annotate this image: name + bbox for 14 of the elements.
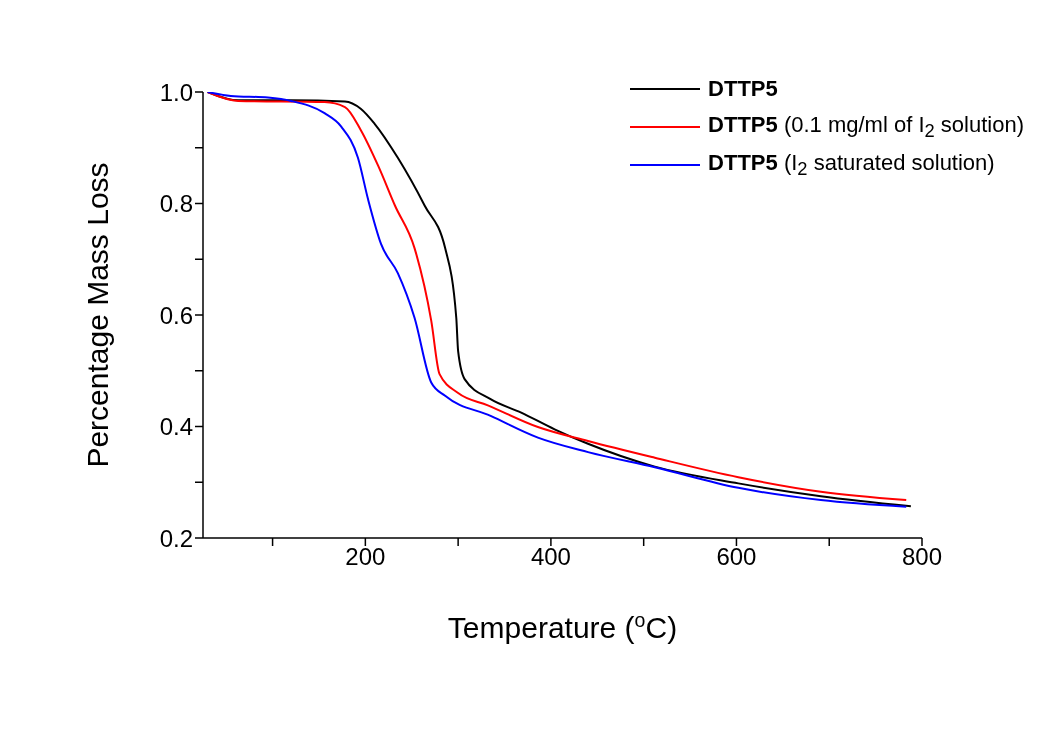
y-tick-label: 0.2 <box>159 524 193 552</box>
x-tick-label: 400 <box>530 543 571 571</box>
legend-label: DTTP5 (I$_{2}$ saturated solution) <box>708 149 995 180</box>
x-tick-label: 600 <box>716 543 757 571</box>
x-axis-title: Temperature ($^{o}$C) <box>447 609 678 644</box>
x-tick-label: 200 <box>345 543 386 571</box>
legend-label: DTTP5 <box>708 76 778 101</box>
y-tick-label: 0.4 <box>159 413 193 441</box>
x-tick-label: 800 <box>901 543 943 571</box>
legend-label: DTTP5 (0.1 mg/ml of I$_{2}$ solution) <box>708 111 1024 142</box>
y-tick-label: 1.0 <box>159 78 193 106</box>
y-tick-label: 0.8 <box>159 190 193 218</box>
y-tick-label: 0.6 <box>159 301 193 329</box>
y-axis-title: Percentage Mass Loss <box>81 162 114 468</box>
